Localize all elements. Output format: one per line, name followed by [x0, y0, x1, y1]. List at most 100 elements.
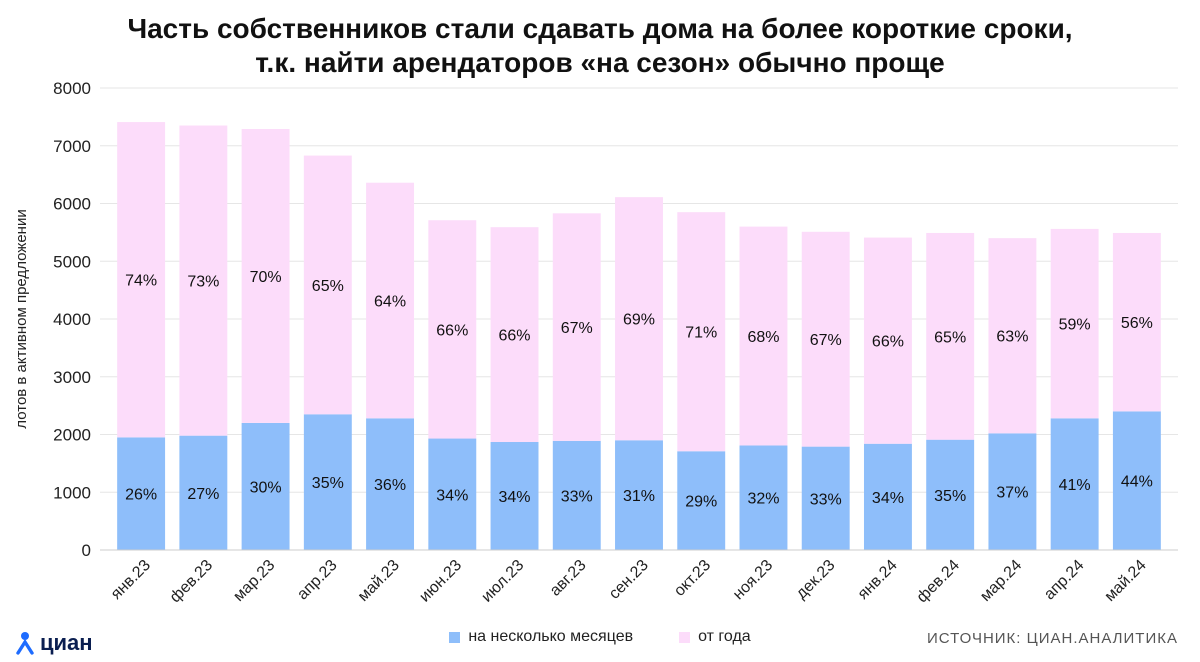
legend-label-short-term: на несколько месяцев — [468, 628, 634, 645]
data-label-long-term: 65% — [934, 329, 966, 346]
x-tick-label: апр.23 — [294, 557, 341, 604]
x-tick-label: май.23 — [355, 557, 403, 605]
data-label-short-term: 31% — [623, 488, 655, 505]
chart-title: Часть собственников стали сдавать дома н… — [0, 12, 1200, 80]
bar-long-term — [179, 125, 228, 436]
bar-short-term — [241, 422, 290, 550]
data-label-long-term: 74% — [125, 273, 157, 290]
bar-long-term — [366, 182, 415, 419]
data-label-long-term: 65% — [312, 278, 344, 295]
bar-short-term — [117, 437, 166, 550]
bar-short-term — [366, 418, 415, 550]
data-label-long-term: 67% — [561, 320, 593, 337]
bar-long-term — [428, 220, 477, 439]
bar-long-term — [926, 232, 975, 440]
bar-short-term — [1050, 418, 1099, 550]
x-tick-label: дек.23 — [793, 557, 839, 603]
bar-short-term — [552, 440, 601, 550]
bar-short-term — [428, 438, 477, 550]
bar-long-term — [615, 197, 663, 441]
data-label-long-term: 66% — [499, 328, 531, 345]
x-tick-label: янв.23 — [108, 557, 154, 603]
data-label-long-term: 68% — [747, 329, 779, 346]
bar-long-term — [117, 122, 166, 438]
title-line-2: т.к. найти арендаторов «на сезон» обычно… — [255, 47, 945, 78]
x-tick-label: апр.24 — [1041, 557, 1088, 604]
data-label-short-term: 35% — [312, 475, 344, 492]
data-label-short-term: 34% — [872, 490, 904, 507]
x-tick-label: мар.23 — [230, 557, 278, 605]
x-tick-label: окт.23 — [671, 557, 714, 600]
y-tick-label: 8000 — [53, 79, 91, 98]
x-tick-label: июн.23 — [416, 557, 465, 606]
data-label-short-term: 35% — [934, 488, 966, 505]
bar-short-term — [863, 443, 912, 550]
bar-long-term — [303, 155, 352, 415]
x-tick-label: авг.23 — [547, 557, 590, 600]
bar-long-term — [552, 213, 601, 441]
x-tick-label: ноя.23 — [730, 557, 776, 603]
bar-short-term — [677, 451, 726, 550]
bar-short-term — [1112, 411, 1161, 550]
bar-long-term — [1050, 228, 1099, 419]
data-label-long-term: 71% — [685, 325, 717, 342]
data-label-short-term: 27% — [187, 486, 219, 503]
data-label-short-term: 32% — [747, 491, 779, 508]
y-tick-label: 5000 — [53, 252, 91, 271]
logo-text: циан — [40, 630, 93, 655]
y-tick-label: 4000 — [53, 310, 91, 329]
bar-long-term — [863, 237, 912, 444]
bar-short-term — [615, 440, 663, 550]
legend-label-long-term: от года — [698, 628, 751, 645]
bar-short-term — [179, 435, 228, 550]
data-label-short-term: 33% — [810, 491, 842, 508]
data-label-long-term: 73% — [187, 274, 219, 291]
data-label-short-term: 34% — [499, 489, 531, 506]
x-tick-label: сен.23 — [606, 557, 652, 603]
y-tick-label: 1000 — [53, 483, 91, 502]
data-label-short-term: 26% — [125, 487, 157, 504]
data-label-long-term: 69% — [623, 312, 655, 329]
data-label-long-term: 66% — [436, 322, 468, 339]
y-tick-label: 3000 — [53, 368, 91, 387]
bar-short-term — [988, 433, 1037, 550]
legend-item-long-term: от года — [679, 628, 751, 646]
data-label-short-term: 44% — [1121, 474, 1153, 491]
x-tick-label: фев.24 — [914, 557, 963, 606]
data-label-short-term: 36% — [374, 477, 406, 494]
data-label-short-term: 41% — [1059, 477, 1091, 494]
bar-short-term — [801, 446, 850, 550]
data-label-short-term: 30% — [250, 479, 282, 496]
bar-long-term — [988, 238, 1037, 434]
bar-long-term — [1112, 232, 1161, 412]
data-label-short-term: 33% — [561, 488, 593, 505]
data-label-short-term: 37% — [996, 485, 1028, 502]
legend-item-short-term: на несколько месяцев — [449, 628, 633, 646]
y-tick-label: 7000 — [53, 137, 91, 156]
x-tick-label: фев.23 — [167, 557, 216, 606]
bar-long-term — [490, 227, 539, 443]
y-tick-label: 2000 — [53, 426, 91, 445]
legend-swatch-long-term — [679, 631, 691, 643]
y-axis-label: лотов в активном предложении — [13, 209, 30, 428]
data-label-long-term: 59% — [1059, 317, 1091, 334]
chart-legend: на несколько месяцев от года — [0, 628, 1200, 646]
bar-long-term — [739, 226, 788, 446]
data-label-long-term: 70% — [250, 269, 282, 286]
source-note: ИСТОЧНИК: ЦИАН.АНАЛИТИКА — [927, 630, 1178, 647]
data-label-short-term: 29% — [685, 494, 717, 511]
bar-short-term — [303, 414, 352, 550]
x-tick-label: янв.24 — [855, 557, 901, 603]
data-label-long-term: 63% — [996, 329, 1028, 346]
x-tick-label: июл.23 — [478, 557, 527, 606]
cian-logo-icon — [16, 632, 34, 655]
bar-short-term — [490, 442, 539, 550]
data-label-long-term: 67% — [810, 332, 842, 349]
data-label-long-term: 56% — [1121, 315, 1153, 332]
title-line-1: Часть собственников стали сдавать дома н… — [127, 13, 1073, 44]
bar-short-term — [739, 445, 788, 550]
bar-long-term — [241, 129, 290, 423]
y-tick-label: 0 — [82, 541, 91, 560]
data-label-long-term: 64% — [374, 294, 406, 311]
legend-swatch-short-term — [449, 631, 461, 643]
